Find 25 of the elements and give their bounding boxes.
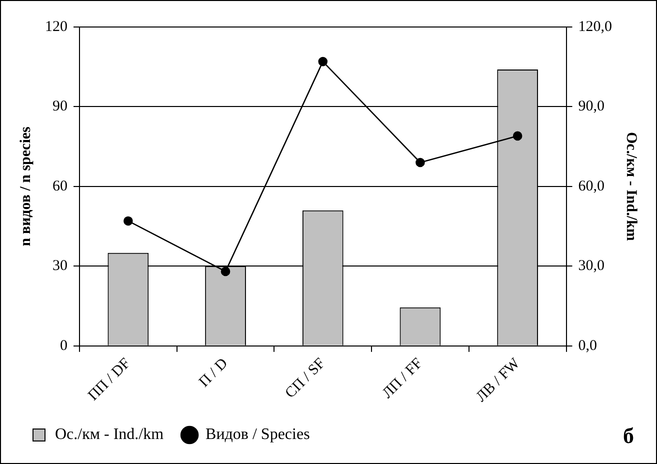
y2-tick-label: 120,0 xyxy=(578,18,612,35)
x-tick-label: ЛВ / FW xyxy=(473,354,524,406)
y-tick-label: 0 xyxy=(60,338,68,354)
legend-label: Ос./км - Ind./km xyxy=(55,426,164,444)
y2-tick-label: 30,0 xyxy=(578,258,604,274)
x-tick-label: ЛП / FF xyxy=(380,356,426,402)
x-tick-label: П / D xyxy=(196,355,232,390)
y-tick-label: 90 xyxy=(52,98,68,115)
point xyxy=(220,266,230,276)
text: б xyxy=(623,423,634,449)
y2-tick-label: 60,0 xyxy=(578,178,604,194)
point xyxy=(416,158,425,168)
y2-tick-label: 0,0 xyxy=(578,338,597,354)
y2-tick-label: 90,0 xyxy=(578,98,604,115)
y-tick-label: 60 xyxy=(52,178,68,194)
point xyxy=(512,131,522,141)
point xyxy=(124,216,133,226)
y2-axis-title: Ос./км - Ind./km xyxy=(623,132,640,242)
x-tick-label: ПП / DF xyxy=(85,356,134,404)
legend-label: Видов / Species xyxy=(206,426,310,444)
y-tick-label: 30 xyxy=(52,258,68,274)
y-axis-title: n видов / n species xyxy=(18,126,34,246)
y-tick-label: 120 xyxy=(45,18,68,35)
x-tick-label: СП / SF xyxy=(282,356,328,402)
point xyxy=(318,56,328,66)
